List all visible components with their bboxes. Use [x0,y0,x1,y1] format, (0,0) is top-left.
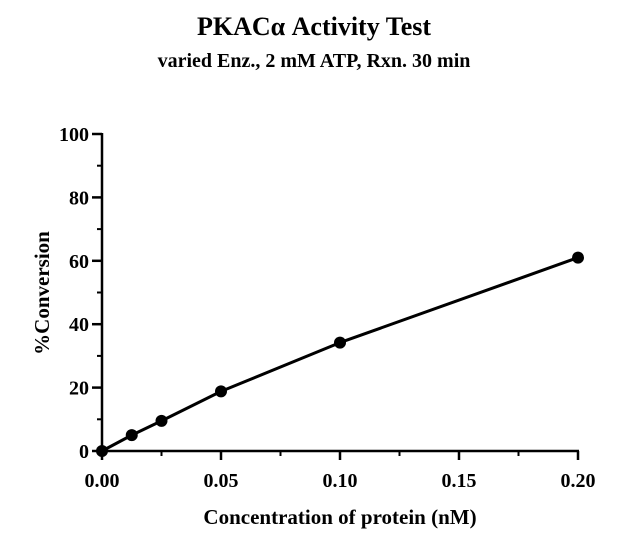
y-tick-label: 40 [69,314,89,336]
data-point [334,336,346,349]
y-tick-label: 0 [79,441,89,463]
chart-title: PKACα Activity Test [196,12,432,41]
y-tick-label: 80 [69,187,89,209]
data-point [125,429,138,442]
y-tick-label: 100 [59,124,89,146]
y-tick-label: 20 [69,378,89,400]
series [96,251,584,457]
data-point [572,251,584,264]
data-point [96,445,108,457]
data-point [155,414,168,427]
data-point [215,385,227,398]
chart-subtitle: varied Enz., 2 mM ATP, Rxn. 30 min [157,50,471,72]
axes [100,133,579,453]
series-line [101,256,579,453]
x-tick-label: 0.20 [561,470,596,492]
x-tick-label: 0.15 [442,470,477,492]
ticks: 0.00 0.05 0.10 0.15 0.20 0 20 40 60 80 100 [59,124,596,492]
x-tick-label: 0.00 [85,470,120,492]
x-tick-label: 0.05 [204,470,239,492]
y-tick-label: 60 [69,251,89,273]
x-tick-label: 0.10 [323,470,358,492]
x-axis-label: Concentration of protein (nM) [203,505,476,529]
y-axis-label: %Conversion [30,231,54,355]
